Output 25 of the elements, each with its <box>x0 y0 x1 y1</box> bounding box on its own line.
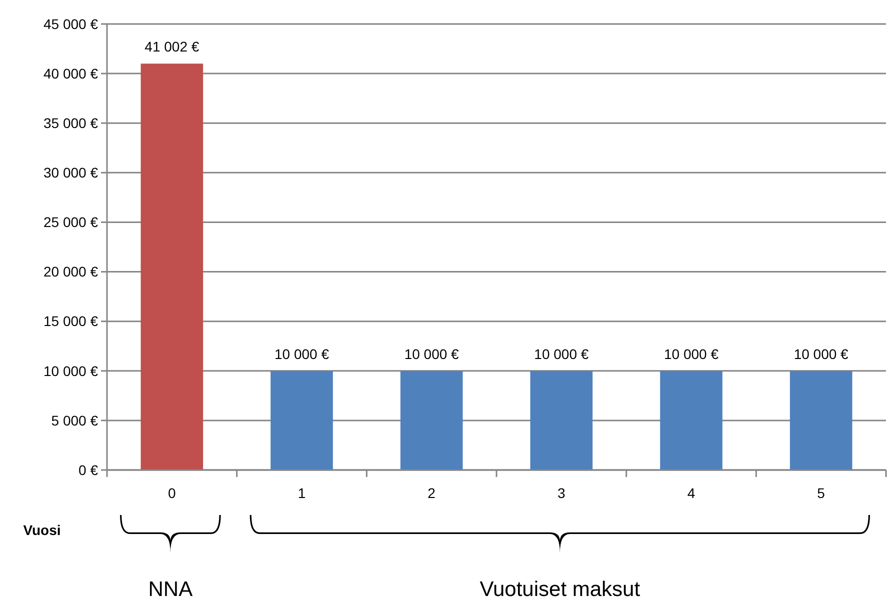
data-label: 10 000 € <box>274 346 330 362</box>
y-tick-label: 15 000 € <box>44 313 98 330</box>
text: Vuotuiset maksut <box>480 578 640 601</box>
y-tick-label: 30 000 € <box>44 164 98 181</box>
text: NNA <box>148 578 193 601</box>
x-tick-label: 1 <box>298 485 306 501</box>
y-tick-label: 35 000 € <box>44 115 98 132</box>
y-tick-label: 40 000 € <box>44 65 98 82</box>
y-tick-label: 45 000 € <box>44 16 98 32</box>
x-tick-label: 2 <box>428 485 436 501</box>
x-tick-label: 0 <box>168 485 176 501</box>
data-label: 41 002 € <box>144 38 200 55</box>
data-label: 10 000 € <box>664 346 719 362</box>
x-tick-label: 3 <box>558 485 566 501</box>
x-tick-label: 4 <box>687 485 696 501</box>
y-tick-label: 20 000 € <box>44 264 98 280</box>
data-label: 10 000 € <box>404 346 460 362</box>
x-tick-label: 5 <box>817 485 826 501</box>
data-label: 10 000 € <box>534 346 589 362</box>
y-tick-label: 25 000 € <box>44 214 98 230</box>
y-tick-label: 5 000 € <box>51 412 98 428</box>
data-label: 10 000 € <box>794 346 849 362</box>
x-axis-title: Vuosi <box>23 522 61 538</box>
y-tick-label: 10 000 € <box>44 362 98 379</box>
y-tick-label: 0 € <box>78 462 98 478</box>
